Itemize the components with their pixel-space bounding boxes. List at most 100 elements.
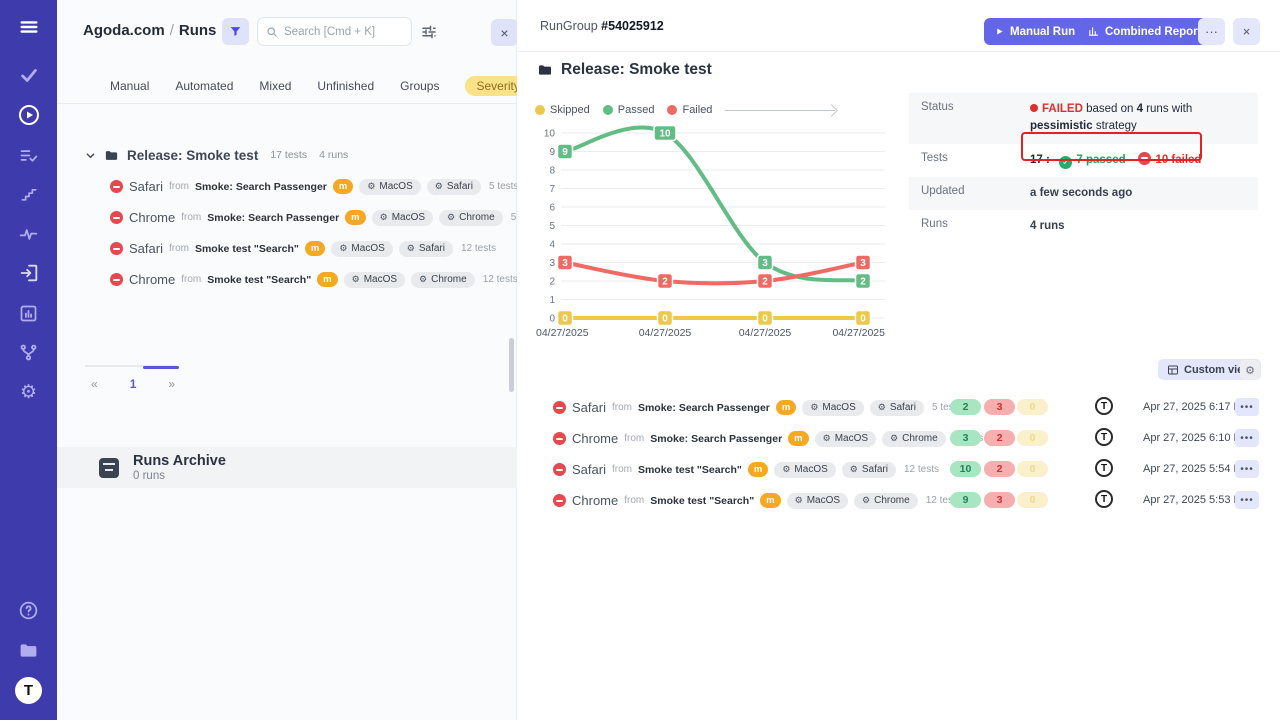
run-browser: Chrome bbox=[572, 431, 619, 446]
scrollbar-thumb[interactable] bbox=[509, 338, 514, 392]
svg-text:3: 3 bbox=[549, 258, 555, 269]
failed-count-badge: 3 bbox=[984, 492, 1015, 508]
runs-play-icon[interactable] bbox=[0, 97, 57, 133]
avatar[interactable]: T bbox=[1095, 397, 1113, 415]
row-more-button[interactable]: ••• bbox=[1235, 460, 1259, 478]
env-chip: ⚙ Chrome bbox=[882, 430, 946, 447]
svg-text:0: 0 bbox=[662, 314, 668, 325]
custom-view-button[interactable]: Custom view bbox=[1158, 359, 1261, 380]
tests-count: 5 tests bbox=[488, 181, 519, 192]
failed-dot-icon bbox=[1030, 104, 1038, 112]
settings-gear-icon[interactable]: ⚙ bbox=[19, 381, 38, 403]
tab-manual[interactable]: Manual bbox=[110, 78, 150, 93]
breadcrumb-project[interactable]: Agoda.com bbox=[83, 22, 165, 39]
filter-button[interactable] bbox=[222, 18, 249, 45]
timeline-arrow bbox=[725, 109, 835, 111]
run-row[interactable]: Chrome from Smoke test "Search" m ⚙ MacOS… bbox=[517, 485, 1280, 516]
summary-runs-row: Runs 4 runs bbox=[909, 210, 1258, 243]
svg-text:3: 3 bbox=[562, 258, 568, 269]
env-chip: ⚙ Safari bbox=[398, 240, 453, 257]
more-actions-button[interactable]: ··· bbox=[1198, 18, 1225, 45]
folder-icon bbox=[105, 150, 118, 160]
tab-unfinished[interactable]: Unfinished bbox=[317, 78, 375, 93]
projects-folder-icon[interactable] bbox=[0, 632, 57, 668]
list-settings-gear-icon[interactable]: ⚙ bbox=[1240, 360, 1260, 380]
adjustments-icon[interactable] bbox=[420, 23, 438, 41]
svg-text:0: 0 bbox=[860, 314, 866, 325]
pagination-next[interactable]: » bbox=[168, 377, 176, 391]
gear-icon: ⚙ bbox=[877, 402, 886, 412]
search-input[interactable] bbox=[284, 25, 394, 38]
failed-status-icon bbox=[553, 401, 566, 414]
combined-report-button[interactable]: Combined Report bbox=[1077, 18, 1213, 45]
svg-text:2: 2 bbox=[860, 277, 866, 288]
run-row[interactable]: Safari from Smoke: Search Passenger m ⚙ M… bbox=[517, 392, 1280, 423]
bar-chart-icon bbox=[1088, 27, 1099, 36]
manual-run-button[interactable]: Manual Run bbox=[984, 18, 1087, 45]
tests-count: 12 tests bbox=[925, 495, 961, 506]
row-more-button[interactable]: ••• bbox=[1235, 429, 1259, 447]
tree-run-row[interactable]: Chrome from Smoke test "Search" m ⚙ MacOS… bbox=[57, 264, 518, 295]
gear-icon: ⚙ bbox=[810, 402, 819, 412]
tree-run-row[interactable]: Chrome from Smoke: Search Passenger m ⚙ M… bbox=[57, 202, 540, 233]
import-icon[interactable] bbox=[0, 255, 57, 291]
pulse-icon[interactable] bbox=[0, 216, 57, 252]
run-row[interactable]: Safari from Smoke test "Search" m ⚙ MacOS… bbox=[517, 454, 1280, 485]
breadcrumb: Agoda.com / Runs bbox=[83, 22, 216, 39]
avatar[interactable]: T bbox=[1095, 428, 1113, 446]
search-box[interactable] bbox=[257, 17, 412, 46]
tree-run-row[interactable]: Safari from Smoke: Search Passenger m ⚙ M… bbox=[57, 171, 519, 202]
row-more-button[interactable]: ••• bbox=[1235, 491, 1259, 509]
failed-status-icon bbox=[553, 494, 566, 507]
gear-icon: ⚙ bbox=[419, 274, 428, 284]
tests-label: Tests bbox=[921, 151, 948, 164]
pagination-prev[interactable]: « bbox=[91, 377, 98, 391]
tests-value: 17 : ✓ 7 passed 10 failed bbox=[1030, 144, 1258, 177]
help-icon[interactable] bbox=[0, 592, 57, 628]
tab-severity[interactable]: Severity bbox=[465, 75, 531, 96]
pagination-page-1[interactable]: 1 bbox=[129, 377, 137, 391]
passed-count-badge: 9 bbox=[950, 492, 981, 508]
tab-automated[interactable]: Automated bbox=[175, 78, 234, 93]
runs-archive-row[interactable]: Runs Archive 0 runs bbox=[57, 447, 517, 488]
test-plans-icon[interactable] bbox=[0, 137, 57, 173]
svg-text:04/27/2025: 04/27/2025 bbox=[832, 327, 885, 339]
run-group-row[interactable]: Release: Smoke test 17 tests 4 runs bbox=[57, 142, 517, 168]
run-group-tests-count: 17 tests bbox=[270, 149, 308, 161]
tab-mixed[interactable]: Mixed bbox=[259, 78, 292, 93]
tab-groups[interactable]: Groups bbox=[400, 78, 440, 93]
legend-dot-skipped bbox=[535, 105, 545, 115]
tests-count: 5 tests bbox=[931, 402, 962, 413]
legend-skipped[interactable]: Skipped bbox=[535, 104, 590, 116]
env-chip: ⚙ MacOS bbox=[371, 209, 434, 226]
gear-icon: ⚙ bbox=[794, 495, 803, 505]
left-panel-close-button[interactable]: × bbox=[491, 19, 518, 46]
failed-status-icon bbox=[110, 242, 123, 255]
chevron-down-icon[interactable] bbox=[85, 150, 96, 161]
legend-failed[interactable]: Failed bbox=[667, 104, 712, 116]
tree-run-row[interactable]: Safari from Smoke test "Search" m ⚙ MacOS… bbox=[57, 233, 517, 264]
legend-passed[interactable]: Passed bbox=[602, 104, 654, 116]
gear-icon: ⚙ bbox=[447, 212, 456, 222]
run-browser: Safari bbox=[129, 241, 163, 256]
tests-check-icon[interactable] bbox=[0, 57, 57, 93]
run-browser: Chrome bbox=[572, 493, 619, 508]
avatar[interactable]: T bbox=[1095, 490, 1113, 508]
table-icon bbox=[1168, 365, 1178, 374]
close-panel-button[interactable]: × bbox=[1233, 18, 1260, 45]
updated-label: Updated bbox=[921, 184, 965, 197]
row-more-button[interactable]: ••• bbox=[1235, 398, 1259, 416]
rungroup-detail-panel: RunGroup #54025912 Manual Run Combined R… bbox=[517, 0, 1280, 720]
run-row[interactable]: Chrome from Smoke: Search Passenger m ⚙ M… bbox=[517, 423, 1280, 454]
app-logo[interactable]: T bbox=[0, 672, 57, 708]
env-chip: ⚙ Chrome bbox=[439, 209, 503, 226]
passed-check-icon: ✓ bbox=[1059, 155, 1073, 169]
avatar[interactable]: T bbox=[1095, 459, 1113, 477]
menu-icon[interactable] bbox=[0, 9, 57, 45]
logo-letter: T bbox=[15, 676, 42, 704]
analytics-icon[interactable] bbox=[0, 295, 57, 331]
gear-icon: ⚙ bbox=[367, 181, 376, 191]
branches-icon[interactable] bbox=[0, 334, 57, 370]
steps-icon[interactable] bbox=[0, 176, 57, 212]
